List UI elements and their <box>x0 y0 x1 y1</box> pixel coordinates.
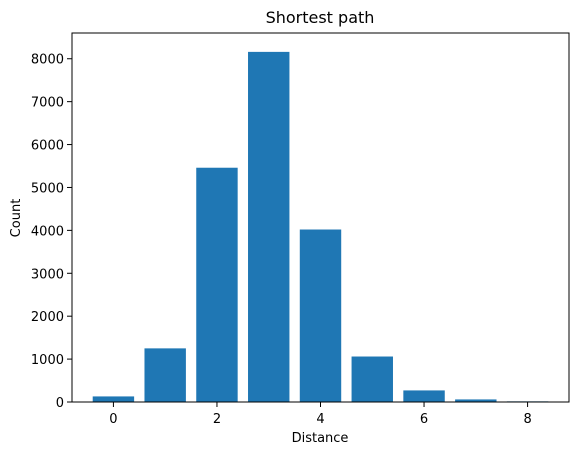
x-tick-label: 8 <box>523 412 531 427</box>
bar-distance-6 <box>403 390 445 402</box>
y-tick-label: 5000 <box>31 181 64 196</box>
bar-distance-3 <box>248 51 290 403</box>
bar-distance-4 <box>299 229 342 402</box>
x-tick-label: 6 <box>420 412 428 427</box>
bar-distance-1 <box>144 348 186 402</box>
y-tick-label: 1000 <box>31 353 64 368</box>
y-axis-label: Count <box>9 199 24 238</box>
x-axis-label: Distance <box>292 431 349 446</box>
y-tick-label: 7000 <box>31 96 64 111</box>
bar-distance-0 <box>92 396 135 402</box>
y-tick-label: 4000 <box>31 224 64 239</box>
bars <box>92 51 549 403</box>
y-tick-label: 6000 <box>31 139 64 154</box>
y-tick-label: 0 <box>56 396 64 411</box>
bar-distance-2 <box>196 167 238 402</box>
y-tick-label: 3000 <box>31 267 64 282</box>
y-tick-label: 8000 <box>31 53 64 68</box>
x-axis-ticks: 0 2 4 6 8 <box>109 402 532 427</box>
x-tick-label: 4 <box>316 412 324 427</box>
y-tick-label: 2000 <box>31 310 64 325</box>
chart-title: Shortest path <box>266 8 375 27</box>
x-tick-label: 0 <box>109 412 117 427</box>
y-axis-ticks: 0 1000 2000 3000 4000 5000 6000 7000 8000 <box>31 53 72 411</box>
bar-distance-5 <box>351 356 393 402</box>
x-tick-label: 2 <box>213 412 221 427</box>
bar-distance-7 <box>455 399 497 402</box>
